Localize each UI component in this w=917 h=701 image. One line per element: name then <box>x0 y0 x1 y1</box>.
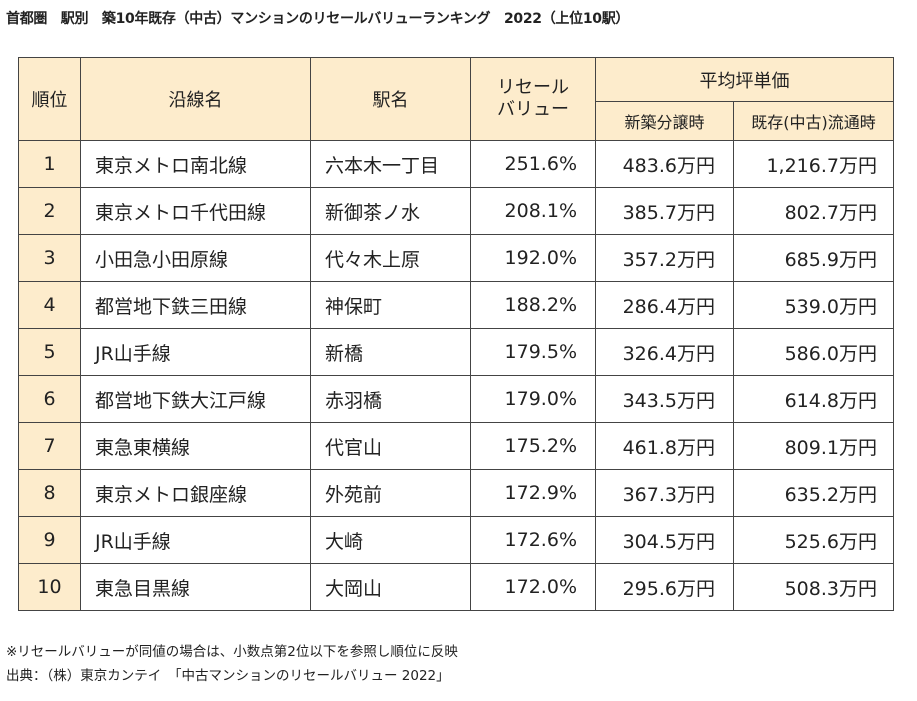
new-price-cell: 295.6万円 <box>595 563 734 611</box>
rank-cell: 10 <box>18 563 81 611</box>
used-price-cell: 525.6万円 <box>733 516 894 564</box>
header-resale-value: リセール バリュー <box>470 57 596 141</box>
table-row: 5 JR山手線 新橋 179.5% 326.4万円 586.0万円 <box>18 328 894 376</box>
rank-cell: 3 <box>18 234 81 282</box>
used-price-cell: 586.0万円 <box>733 328 894 376</box>
page-title: 首都圏 駅別 築10年既存（中古）マンションのリセールバリューランキング 202… <box>6 11 630 27</box>
rank-cell: 4 <box>18 281 81 329</box>
station-cell: 新御茶ノ水 <box>310 187 471 235</box>
table-row: 3 小田急小田原線 代々木上原 192.0% 357.2万円 685.9万円 <box>18 234 894 282</box>
station-cell: 外苑前 <box>310 469 471 517</box>
rank-cell: 5 <box>18 328 81 376</box>
resale-cell: 172.0% <box>470 563 596 611</box>
resale-cell: 192.0% <box>470 234 596 282</box>
table-row: 1 東京メトロ南北線 六本木一丁目 251.6% 483.6万円 1,216.7万円 <box>18 140 894 188</box>
used-price-cell: 685.9万円 <box>733 234 894 282</box>
line-cell: JR山手線 <box>80 328 311 376</box>
line-cell: 東京メトロ千代田線 <box>80 187 311 235</box>
resale-cell: 175.2% <box>470 422 596 470</box>
station-cell: 代々木上原 <box>310 234 471 282</box>
used-price-cell: 539.0万円 <box>733 281 894 329</box>
line-cell: 都営地下鉄三田線 <box>80 281 311 329</box>
new-price-cell: 357.2万円 <box>595 234 734 282</box>
table-row: 4 都営地下鉄三田線 神保町 188.2% 286.4万円 539.0万円 <box>18 281 894 329</box>
header-used-price: 既存(中古)流通時 <box>733 101 894 141</box>
station-cell: 赤羽橋 <box>310 375 471 423</box>
new-price-cell: 304.5万円 <box>595 516 734 564</box>
table-row: 8 東京メトロ銀座線 外苑前 172.9% 367.3万円 635.2万円 <box>18 469 894 517</box>
used-price-cell: 508.3万円 <box>733 563 894 611</box>
station-cell: 六本木一丁目 <box>310 140 471 188</box>
resale-cell: 251.6% <box>470 140 596 188</box>
table-row: 10 東急目黒線 大岡山 172.0% 295.6万円 508.3万円 <box>18 563 894 611</box>
rank-cell: 6 <box>18 375 81 423</box>
station-cell: 神保町 <box>310 281 471 329</box>
new-price-cell: 367.3万円 <box>595 469 734 517</box>
new-price-cell: 326.4万円 <box>595 328 734 376</box>
resale-cell: 172.6% <box>470 516 596 564</box>
header-avg-price: 平均坪単価 <box>595 57 894 102</box>
resale-cell: 179.5% <box>470 328 596 376</box>
header-new-price: 新築分譲時 <box>595 101 734 141</box>
footnote: ※リセールバリューが同値の場合は、小数点第2位以下を参照し順位に反映 <box>6 644 458 660</box>
header-station: 駅名 <box>310 57 471 141</box>
resale-cell: 188.2% <box>470 281 596 329</box>
new-price-cell: 483.6万円 <box>595 140 734 188</box>
resale-cell: 179.0% <box>470 375 596 423</box>
station-cell: 大岡山 <box>310 563 471 611</box>
source-note: 出典：（株）東京カンテイ 「中古マンションのリセールバリュー 2022」 <box>6 668 450 684</box>
rank-cell: 8 <box>18 469 81 517</box>
used-price-cell: 809.1万円 <box>733 422 894 470</box>
rank-cell: 1 <box>18 140 81 188</box>
new-price-cell: 461.8万円 <box>595 422 734 470</box>
rank-cell: 2 <box>18 187 81 235</box>
new-price-cell: 343.5万円 <box>595 375 734 423</box>
line-cell: 小田急小田原線 <box>80 234 311 282</box>
rank-cell: 7 <box>18 422 81 470</box>
line-cell: JR山手線 <box>80 516 311 564</box>
line-cell: 東急東横線 <box>80 422 311 470</box>
used-price-cell: 1,216.7万円 <box>733 140 894 188</box>
table-row: 9 JR山手線 大崎 172.6% 304.5万円 525.6万円 <box>18 516 894 564</box>
ranking-table: 順位 沿線名 駅名 リセール バリュー 平均坪単価 新築分譲時 既存(中古)流通… <box>18 57 894 611</box>
station-cell: 新橋 <box>310 328 471 376</box>
table-row: 6 都営地下鉄大江戸線 赤羽橋 179.0% 343.5万円 614.8万円 <box>18 375 894 423</box>
new-price-cell: 286.4万円 <box>595 281 734 329</box>
rank-cell: 9 <box>18 516 81 564</box>
used-price-cell: 635.2万円 <box>733 469 894 517</box>
line-cell: 東京メトロ銀座線 <box>80 469 311 517</box>
line-cell: 都営地下鉄大江戸線 <box>80 375 311 423</box>
used-price-cell: 802.7万円 <box>733 187 894 235</box>
line-cell: 東京メトロ南北線 <box>80 140 311 188</box>
resale-cell: 172.9% <box>470 469 596 517</box>
used-price-cell: 614.8万円 <box>733 375 894 423</box>
station-cell: 大崎 <box>310 516 471 564</box>
header-rank: 順位 <box>18 57 81 141</box>
table-row: 7 東急東横線 代官山 175.2% 461.8万円 809.1万円 <box>18 422 894 470</box>
resale-cell: 208.1% <box>470 187 596 235</box>
new-price-cell: 385.7万円 <box>595 187 734 235</box>
line-cell: 東急目黒線 <box>80 563 311 611</box>
table-row: 2 東京メトロ千代田線 新御茶ノ水 208.1% 385.7万円 802.7万円 <box>18 187 894 235</box>
station-cell: 代官山 <box>310 422 471 470</box>
header-line: 沿線名 <box>80 57 311 141</box>
